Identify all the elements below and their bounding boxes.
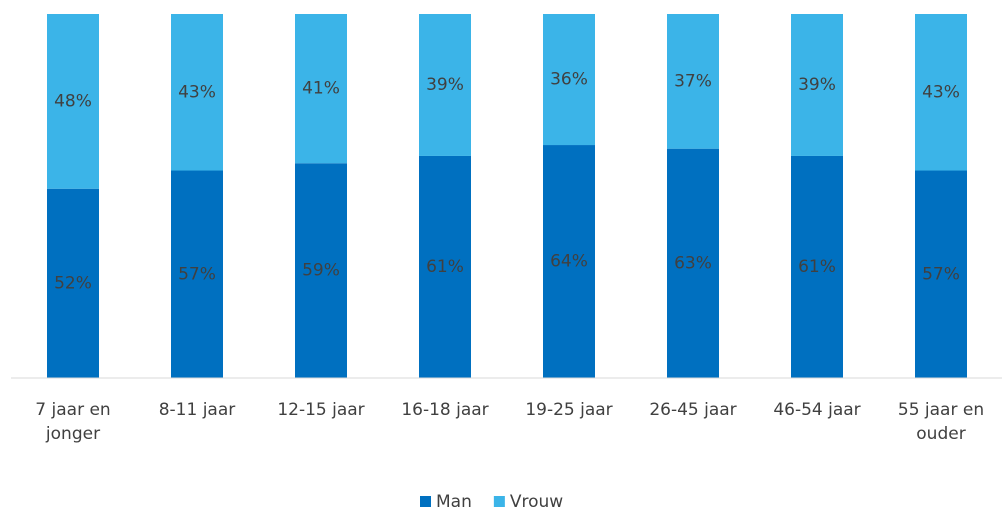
data-label: 63%	[674, 253, 712, 273]
data-label: 39%	[426, 75, 464, 95]
bar-segment	[47, 14, 99, 189]
x-tick-label: 26-45 jaar	[649, 400, 737, 420]
data-label: 48%	[54, 91, 92, 111]
legend-label: Man	[436, 492, 472, 512]
x-tick-label: 8-11 jaar	[158, 400, 236, 420]
data-label: 36%	[550, 70, 588, 90]
bar-segment	[295, 163, 347, 378]
x-tick-label: 19-25 jaar	[525, 400, 613, 420]
x-tick-label: 12-15 jaar	[277, 400, 365, 420]
bar-segment	[171, 170, 223, 378]
data-label: 37%	[674, 71, 712, 91]
data-label: 57%	[178, 264, 216, 284]
legend-swatch	[420, 496, 431, 507]
bar-segment	[543, 145, 595, 378]
x-tick-label: 16-18 jaar	[401, 400, 489, 420]
bar-segment	[791, 155, 843, 378]
bar-segment	[419, 155, 471, 378]
bar-segment	[915, 14, 967, 171]
x-tick-label: 55 jaar en ouder	[897, 400, 985, 444]
data-label: 52%	[54, 273, 92, 293]
data-label: 39%	[798, 75, 836, 95]
data-label: 57%	[922, 264, 960, 284]
x-tick-label: 46-54 jaar	[773, 400, 861, 420]
bar-segment	[47, 188, 99, 378]
x-tick-label: 7 jaar en jonger	[35, 400, 111, 444]
bar-segment	[791, 14, 843, 156]
legend-label: Vrouw	[510, 492, 563, 512]
bar-segment	[915, 170, 967, 378]
data-label: 41%	[302, 79, 340, 99]
bar-segment	[667, 148, 719, 378]
data-label: 61%	[798, 257, 836, 277]
bar-segment	[543, 14, 595, 146]
bar-segment	[171, 14, 223, 171]
bar-segment	[419, 14, 471, 156]
data-label: 43%	[178, 82, 216, 102]
data-label: 64%	[550, 252, 588, 272]
data-label: 61%	[426, 257, 464, 277]
data-label: 43%	[922, 82, 960, 102]
bar-segment	[667, 14, 719, 149]
legend-swatch	[493, 496, 505, 507]
bar-segment	[295, 14, 347, 164]
data-label: 59%	[302, 261, 340, 281]
